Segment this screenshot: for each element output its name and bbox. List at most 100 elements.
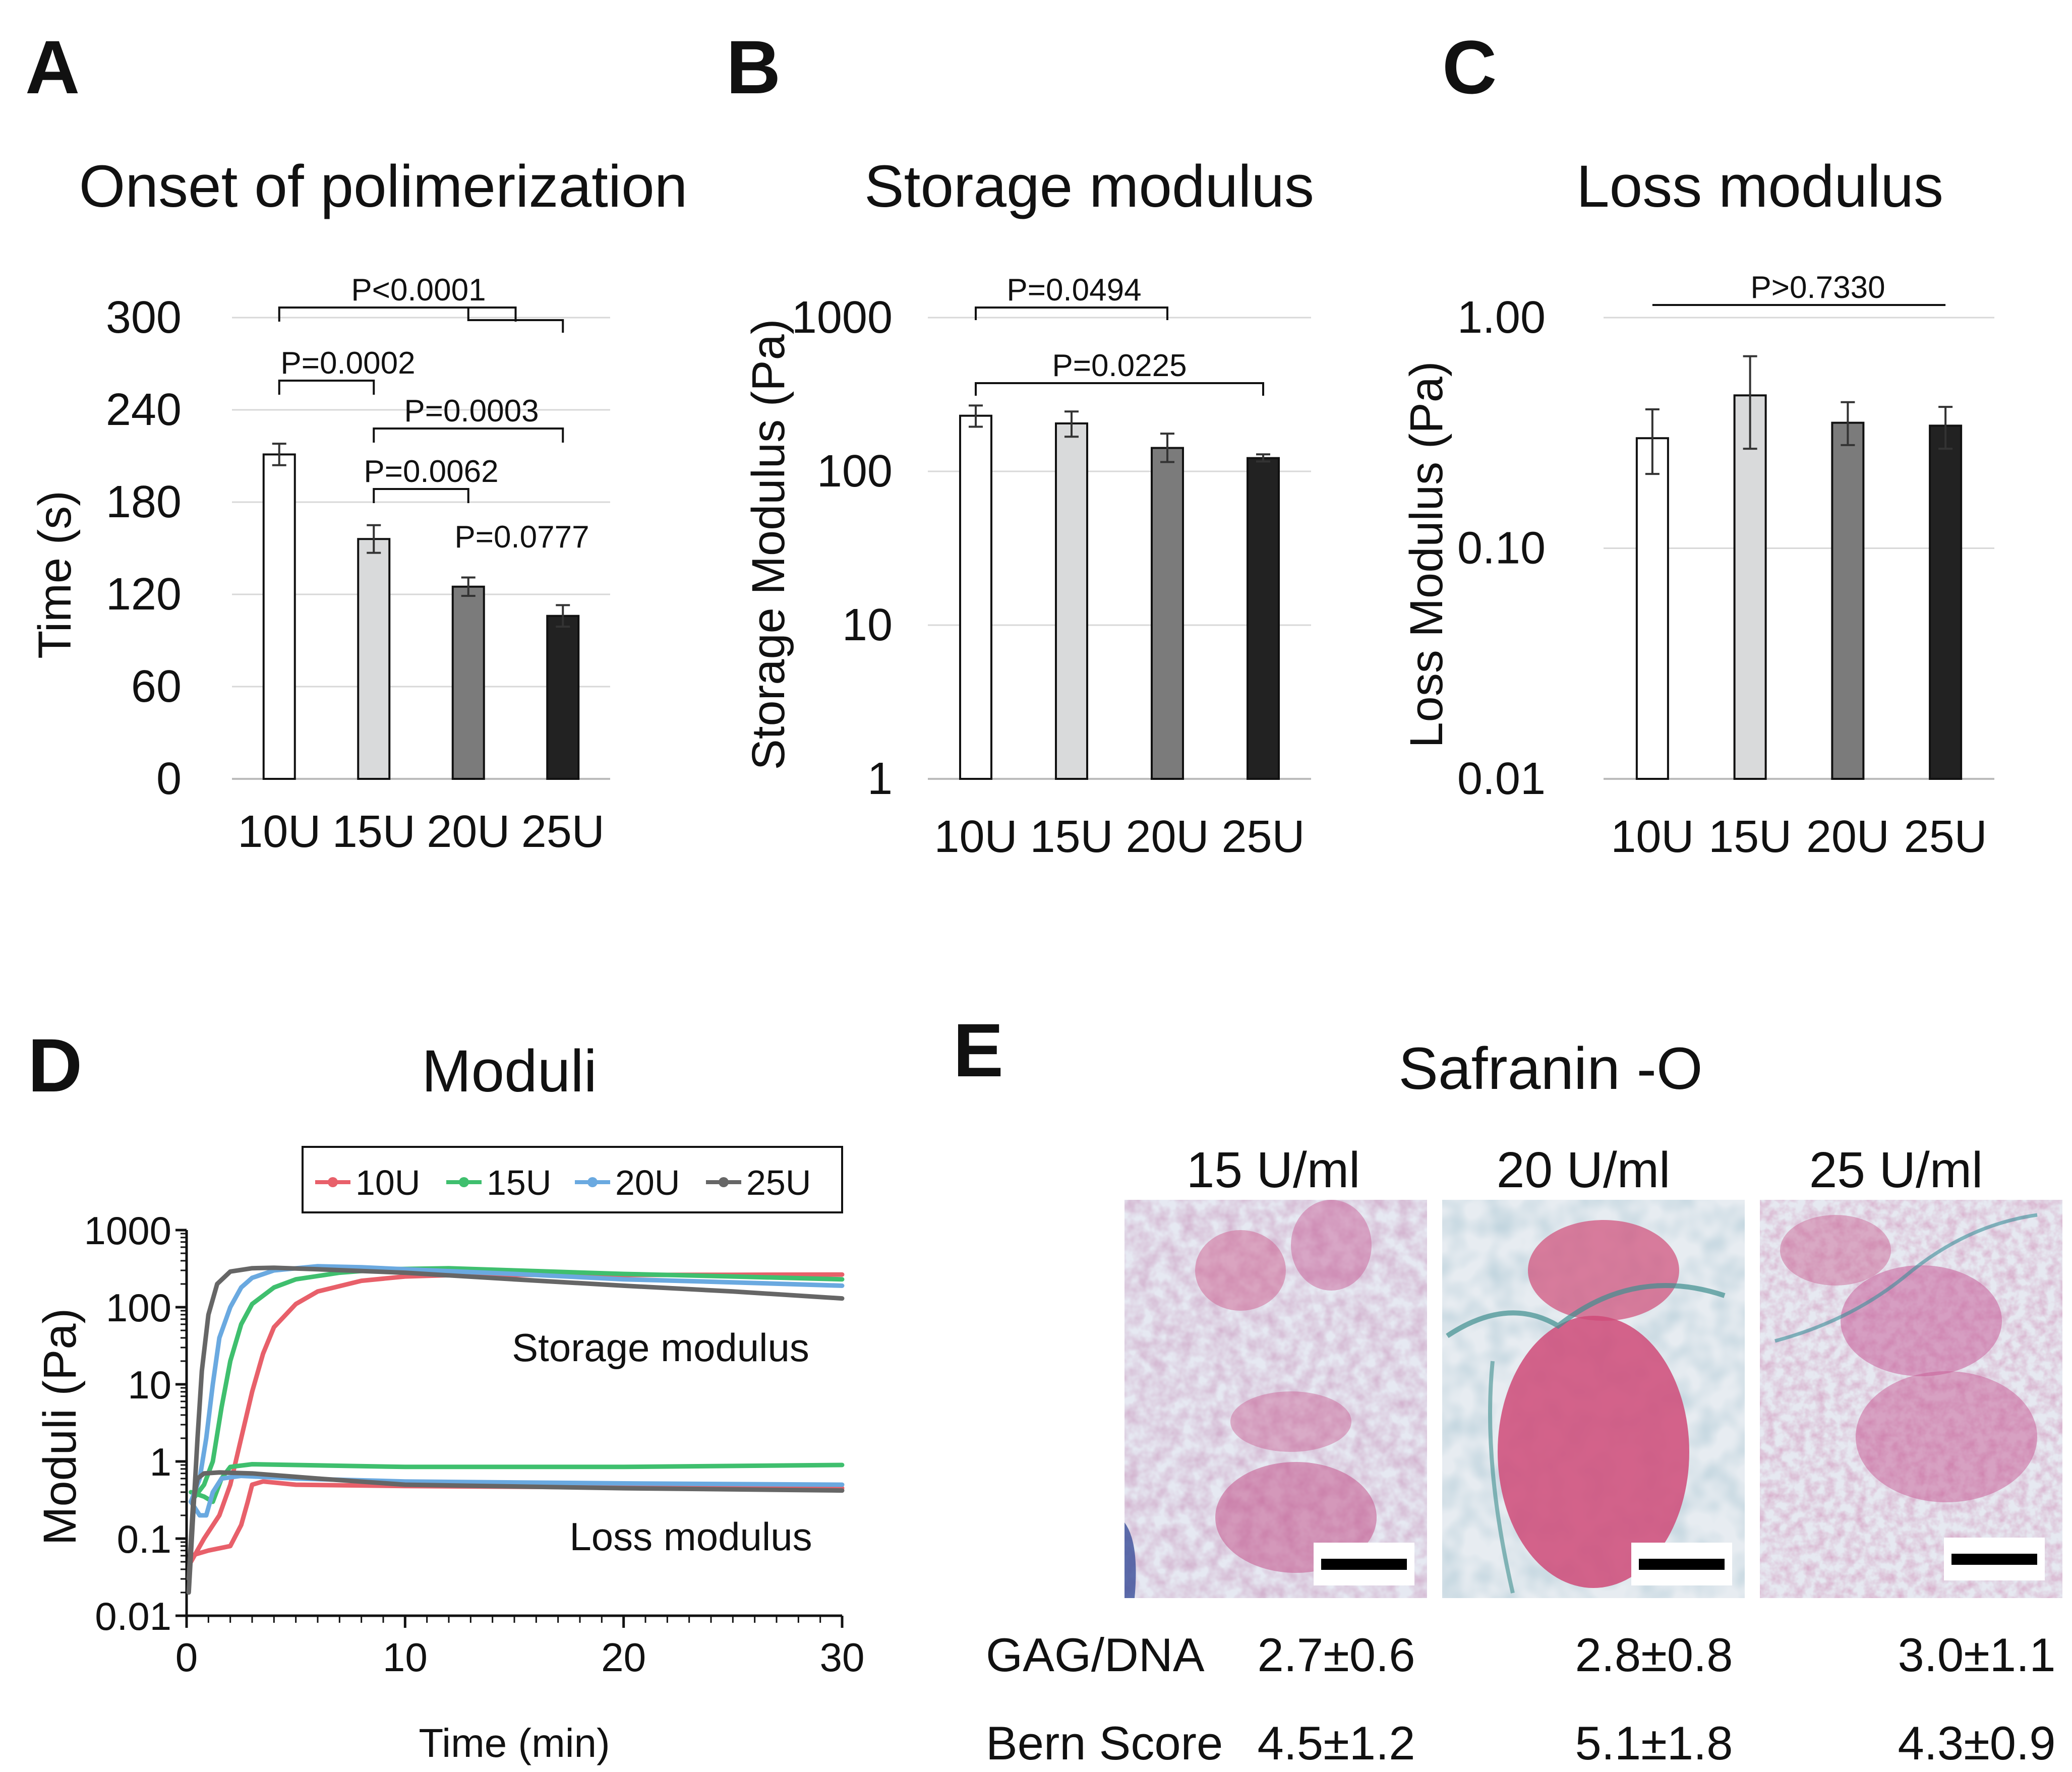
histology-image-25 — [1760, 1200, 2062, 1598]
panel-letter-e: E — [953, 1008, 1003, 1092]
panel-letter-c: C — [1442, 25, 1497, 109]
x-tick-label: 0 — [175, 1635, 198, 1680]
y-axis-label-c: Loss Modulus (Pa) — [1401, 361, 1452, 748]
x-tick-label: 10U — [1611, 812, 1694, 862]
y-tick-label: 0.10 — [1457, 523, 1546, 574]
y-axis-label-d: Moduli (Pa) — [34, 1308, 86, 1545]
gag-dna-20: 2.8±0.8 — [1575, 1628, 1733, 1681]
legend-marker-10U — [328, 1177, 338, 1187]
error-bar-10U — [1645, 408, 1660, 475]
error-bar-25U — [1256, 453, 1270, 463]
panel-e-title: Safranin -O — [1398, 1035, 1702, 1102]
panel-a: A Onset of polimerization Time (s) 0 60 12… — [25, 25, 687, 857]
image-label-20: 20 U/ml — [1497, 1142, 1671, 1198]
legend-box — [302, 1146, 843, 1213]
legend-label-10U: 10U — [356, 1163, 420, 1202]
x-tick-label: 10 — [383, 1635, 428, 1680]
y-tick-label: 300 — [106, 292, 182, 343]
chart-title-a: Onset of polimerization — [79, 153, 688, 220]
series-line-15U-storage — [189, 1266, 845, 1504]
y-axis-label-b: Storage Modulus (Pa) — [743, 319, 794, 770]
bar-15U — [357, 538, 391, 780]
x-tick-label: 20U — [427, 807, 510, 857]
y-tick-label: 10 — [842, 600, 893, 650]
x-tick-label: 10U — [238, 807, 321, 857]
y-tick-label: 1 — [150, 1440, 171, 1484]
p-value-label: P>0.7330 — [1750, 270, 1885, 305]
chart-title-b: Storage modulus — [864, 153, 1314, 220]
legend-label-20U: 20U — [615, 1163, 680, 1202]
data-table: GAG/DNA 2.7±0.6 2.8±0.8 3.0±1.1 Bern Sco… — [986, 1628, 2055, 1769]
bern-score-20: 5.1±1.8 — [1575, 1717, 1733, 1769]
legend-label-15U: 15U — [487, 1163, 551, 1202]
panel-letter-d: D — [28, 1023, 82, 1108]
histology-image-20 — [1442, 1200, 1745, 1598]
gag-dna-25: 3.0±1.1 — [1898, 1628, 2056, 1681]
significance-bracket — [373, 427, 564, 443]
x-tick-label: 20 — [601, 1635, 646, 1680]
bar-20U — [1831, 421, 1865, 780]
significance-bracket — [975, 307, 1168, 320]
legend-label-25U: 25U — [746, 1163, 811, 1202]
annotation-storage-modulus: Storage modulus — [512, 1325, 809, 1370]
y-tick-label: 0.01 — [95, 1594, 171, 1638]
panel-letter-a: A — [25, 25, 80, 109]
error-bar-15U — [367, 524, 381, 554]
y-tick-label: 60 — [131, 661, 182, 712]
bar-10U — [959, 414, 992, 780]
bar-25U — [1247, 457, 1280, 780]
p-value-label: P=0.0494 — [1007, 273, 1141, 308]
error-bar-20U — [1841, 401, 1855, 446]
x-axis-label-d: Time (min) — [419, 1721, 610, 1765]
image-label-15: 15 U/ml — [1187, 1142, 1360, 1198]
p-value-label: P=0.0225 — [1052, 348, 1187, 383]
plot-area-b: 1 10 100 1000 10U 15U 20U 25U P=0.0494 P=0.0225 — [792, 273, 1311, 862]
series-line-15U-loss — [189, 1462, 845, 1504]
panel-letter-b: B — [726, 25, 781, 109]
x-tick-label: 25U — [1221, 812, 1305, 862]
y-tick-label: 120 — [106, 569, 182, 620]
bar-20U — [1151, 447, 1184, 780]
legend-marker-20U — [587, 1177, 598, 1187]
p-value-label: P=0.0062 — [364, 454, 498, 489]
x-tick-label: 20U — [1806, 812, 1889, 862]
legend-d: 10U 15U 20U 25U — [302, 1146, 843, 1213]
y-tick-label: 0.1 — [117, 1517, 171, 1561]
plot-area-c: 0.01 0.10 1.00 10U 15U 20U 25U P>0.7330 — [1457, 270, 1994, 862]
bar-25U — [546, 615, 580, 780]
significance-bracket — [373, 488, 469, 503]
legend-marker-15U — [459, 1177, 469, 1187]
row-label-bern-score: Bern Score — [986, 1717, 1223, 1769]
error-bar-10U — [969, 404, 983, 428]
y-tick-label: 0.01 — [1457, 754, 1546, 804]
significance-bracket — [467, 308, 564, 333]
series-line-20U-storage — [189, 1264, 845, 1504]
y-tick-label: 10 — [128, 1363, 171, 1407]
y-tick-label: 1000 — [792, 292, 893, 343]
series-line-25U-storage — [186, 1265, 845, 1595]
panel-c: C Loss modulus Loss Modulus (Pa) 0.01 0.1… — [1401, 25, 1994, 862]
bern-score-15: 4.5±1.2 — [1258, 1717, 1415, 1769]
bern-score-25: 4.3±0.9 — [1898, 1717, 2056, 1769]
scale-bar — [1951, 1554, 2037, 1565]
p-value-label: P=0.0777 — [454, 520, 589, 555]
legend-marker-25U — [719, 1177, 729, 1187]
plot-area-a: 0 60 120 180 240 300 10U 15U 20U 25U P<0.0001 P=0.0… — [106, 273, 610, 857]
x-tick-label: 30 — [820, 1635, 865, 1680]
p-value-label: P=0.0002 — [280, 346, 415, 381]
bar-15U — [1055, 422, 1088, 780]
y-tick-label: 1000 — [84, 1208, 171, 1253]
error-bar-20U — [1160, 433, 1174, 463]
legend-items: 10U 15U 20U 25U — [315, 1163, 811, 1202]
panel-b: B Storage modulus Storage Modulus (Pa) 1… — [726, 25, 1314, 862]
y-tick-label: 1 — [867, 754, 893, 804]
image-label-25: 25 U/ml — [1809, 1142, 1983, 1198]
panel-e: E Safranin -O 15 U/ml 20 U/ml 25 U/ml — [953, 1008, 2062, 1769]
bar-10U — [1635, 437, 1669, 780]
scale-bar — [1639, 1559, 1725, 1570]
significance-bracket — [278, 380, 375, 395]
x-tick-label: 15U — [1030, 812, 1113, 862]
error-bar-10U — [272, 443, 286, 466]
series-line-20U-loss — [189, 1474, 845, 1518]
